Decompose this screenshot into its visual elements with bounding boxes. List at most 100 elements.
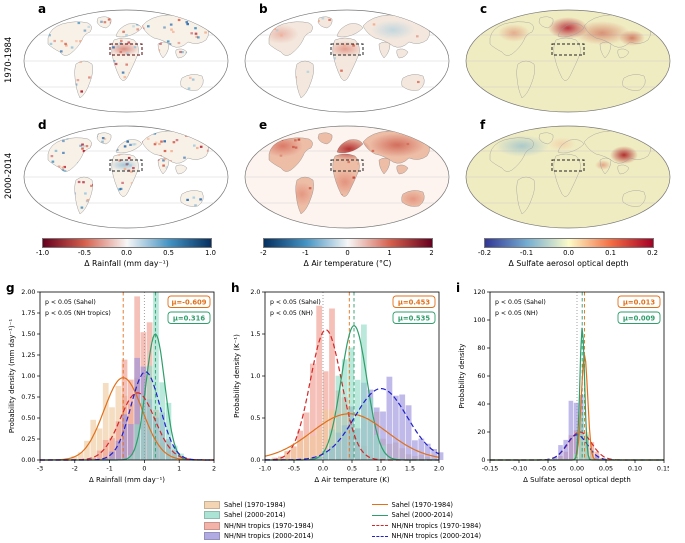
svg-text:0: 0 [142, 465, 146, 473]
svg-text:-1: -1 [106, 465, 112, 473]
colorbar-tick: 0 [345, 249, 350, 257]
world-map-rainfall-2000-2014 [20, 122, 232, 236]
svg-text:20: 20 [477, 428, 485, 436]
mean-annotation-box [392, 295, 436, 308]
legend-label: NH/NH tropics (1970-1984) [391, 521, 482, 530]
sahel-region-box [551, 159, 585, 172]
y-axis-label: Probability density [458, 344, 466, 409]
density-curve [40, 392, 214, 461]
chart-panel-g: g -3 -2 -1 0 1 2 0.00 0.25 0.50 0.75 1.00 1.25 1.50 1… [6, 281, 219, 498]
colorbar-ticks-airtemp: -2 -1 0 1 2 [260, 249, 434, 258]
sulfate-distribution-chart: -0.15 -0.10 -0.05 0.00 0.05 0.10 0.15 0 20 40 60 80… [456, 284, 671, 498]
colorbar-gradient-rainfall [41, 238, 212, 248]
chart-svg-i: -0.15 -0.10 -0.05 0.00 0.05 0.10 0.15 0 20 40 60 80… [458, 288, 671, 484]
legend-entry-patch: NH/NH tropics (1970-1984) [203, 521, 314, 530]
world-map-rainfall-1970-1984 [20, 6, 232, 120]
svg-text:0.00: 0.00 [570, 465, 584, 473]
map-panel-f: f [458, 118, 679, 234]
panel-letter-g: g [6, 281, 15, 295]
x-axis-label: Δ Air temperature (K) [314, 476, 389, 484]
colorbar-tick: 0.0 [121, 249, 132, 257]
map-svg-c [465, 9, 671, 113]
rainfall-distribution-chart: -3 -2 -1 0 1 2 0.00 0.25 0.50 0.75 1.00 1.25 1.50 1.7… [6, 284, 219, 498]
colorbar-tick: 0.1 [605, 249, 616, 257]
svg-text:0.25: 0.25 [21, 435, 35, 443]
world-map-sulfate-1970-1984 [462, 6, 674, 120]
sahel-region-box [109, 43, 143, 56]
sahel-region-box [330, 43, 364, 56]
mean-annotation-box [392, 311, 436, 324]
map-svg-e [244, 125, 450, 229]
world-map-airtemp-2000-2014 [241, 122, 453, 236]
map-panel-c: c [458, 2, 679, 118]
map-panel-a: a [16, 2, 237, 118]
svg-text:-0.15: -0.15 [482, 465, 499, 473]
svg-text:0.15: 0.15 [657, 465, 669, 473]
mean-annotation-box [617, 295, 661, 308]
chart-panel-h: h -1.0 -0.5 0.0 0.5 1.0 1.5 2.0 0.0 0.5 1.0 1.5 2.0… [231, 281, 444, 498]
panel-letter-h: h [231, 281, 240, 295]
legend-patch-swatch [203, 500, 220, 509]
map-row-2000-2014: 2000-2014 d e f [2, 118, 679, 234]
colorbar-tick: -0.2 [477, 249, 492, 257]
svg-text:0.0: 0.0 [318, 465, 328, 473]
mean-annotation-box [167, 295, 211, 308]
colorbar-tick: 0.2 [647, 249, 658, 257]
legend-lines-column: Sahel (1970-1984) Sahel (2000-2014) NH/NH … [371, 500, 482, 541]
panel-letter-d: d [38, 118, 47, 132]
panel-letter-e: e [259, 118, 268, 132]
figure-legend: Sahel (1970-1984) Sahel (2000-2014) NH/NH … [0, 500, 685, 541]
svg-text:0.0: 0.0 [250, 456, 260, 464]
sahel-region-box [551, 43, 585, 56]
svg-text:1.0: 1.0 [250, 372, 260, 380]
svg-text:0.75: 0.75 [21, 393, 35, 401]
legend-entry-line: NH/NH tropics (1970-1984) [371, 521, 482, 530]
colorbar-tick: -2 [260, 249, 267, 257]
svg-text:0: 0 [481, 456, 485, 464]
airtemp-distribution-chart: -1.0 -0.5 0.0 0.5 1.0 1.5 2.0 0.0 0.5 1.0 1.5 2.0 Δ … [231, 284, 444, 498]
legend-line-swatch [371, 504, 388, 505]
svg-text:μ=0.009: μ=0.009 [623, 315, 655, 323]
svg-text:-0.10: -0.10 [511, 465, 528, 473]
svg-text:0.00: 0.00 [21, 456, 35, 464]
world-map-sulfate-2000-2014 [462, 122, 674, 236]
x-axis-label: Δ Rainfall (mm day⁻¹) [89, 476, 165, 484]
colorbar-ticks-rainfall: -1.0 -0.5 0.0 0.5 1.0 [36, 249, 216, 258]
chart-svg-g: -3 -2 -1 0 1 2 0.00 0.25 0.50 0.75 1.00 1.25 1.50 1.7… [8, 288, 216, 484]
svg-text:1.5: 1.5 [250, 330, 260, 338]
map-panel-d: d [16, 118, 237, 234]
svg-text:0.10: 0.10 [628, 465, 642, 473]
legend-label: Sahel (2000-2014) [223, 511, 286, 519]
svg-text:0.5: 0.5 [347, 465, 357, 473]
map-svg-d [23, 125, 229, 229]
legend-entry-line: Sahel (1970-1984) [371, 500, 482, 509]
legend-label: Sahel (1970-1984) [223, 500, 286, 509]
colorbar-tick: 1.0 [205, 249, 216, 257]
colorbar-rainfall: -1.0 -0.5 0.0 0.5 1.0 Δ Rainfall (mm day⁻¹) [16, 238, 237, 268]
legend-entry-line: Sahel (2000-2014) [371, 511, 482, 520]
map-panel-b: b [237, 2, 458, 118]
svg-text:100: 100 [473, 316, 485, 324]
legend-entry-patch: NH/NH tropics (2000-2014) [203, 532, 314, 541]
legend-label: NH/NH tropics (2000-2014) [391, 532, 482, 540]
legend-patch-swatch [203, 521, 220, 530]
svg-text:0.5: 0.5 [250, 414, 260, 422]
map-panel-e: e [237, 118, 458, 234]
svg-text:120: 120 [473, 288, 485, 296]
panel-letter-b: b [259, 2, 268, 16]
svg-text:1.5: 1.5 [405, 465, 415, 473]
panel-letter-a: a [38, 2, 47, 16]
svg-text:μ=0.316: μ=0.316 [173, 315, 205, 323]
chart-panel-i: i -0.15 -0.10 -0.05 0.00 0.05 0.10 0.15 0 20 40 60… [456, 281, 671, 498]
svg-text:40: 40 [477, 400, 485, 408]
world-map-airtemp-1970-1984 [241, 6, 453, 120]
svg-text:2.00: 2.00 [21, 288, 35, 296]
legend-entry-line: NH/NH tropics (2000-2014) [371, 532, 482, 541]
legend-patch-swatch [203, 532, 220, 540]
sahel-region-box [109, 159, 143, 172]
colorbar-airtemp: -2 -1 0 1 2 Δ Air temperature (°C) [237, 238, 458, 268]
colorbar-label-rainfall: Δ Rainfall (mm day⁻¹) [84, 259, 169, 268]
legend-line-swatch [371, 525, 388, 526]
colorbar-tick: 1 [387, 249, 392, 257]
svg-text:60: 60 [477, 372, 485, 380]
